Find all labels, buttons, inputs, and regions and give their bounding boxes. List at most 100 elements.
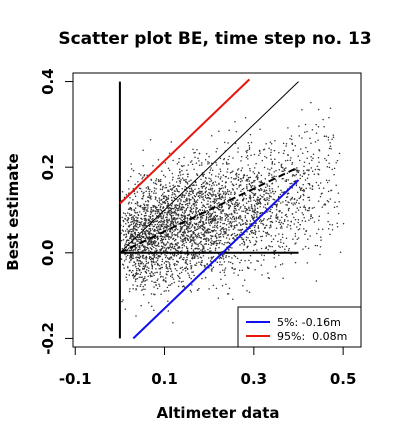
scatter-point [295, 173, 298, 176]
scatter-point [142, 165, 144, 167]
scatter-point [225, 216, 228, 219]
scatter-point [212, 284, 215, 287]
scatter-point [219, 256, 222, 259]
scatter-point [164, 249, 167, 252]
scatter-point [269, 245, 271, 248]
scatter-point [156, 220, 158, 223]
scatter-point [170, 257, 173, 259]
scatter-point [240, 160, 242, 162]
scatter-point [215, 215, 218, 218]
scatter-point [162, 174, 165, 177]
scatter-point [199, 217, 202, 219]
scatter-point [203, 214, 205, 216]
scatter-point [237, 203, 240, 206]
scatter-point [301, 220, 304, 222]
scatter-point [144, 279, 147, 282]
scatter-point [122, 225, 125, 228]
scatter-point [154, 198, 157, 200]
scatter-point [190, 198, 192, 201]
scatter-point [183, 256, 185, 259]
scatter-point [148, 194, 151, 196]
percentile-5-line [132, 179, 300, 340]
scatter-point [177, 253, 179, 256]
scatter-point [302, 183, 304, 186]
scatter-point [265, 143, 267, 145]
scatter-point [319, 253, 321, 256]
scatter-point [204, 159, 207, 161]
scatter-point [136, 258, 139, 261]
scatter-point [268, 188, 271, 190]
scatter-point [247, 212, 249, 215]
scatter-point [167, 300, 169, 302]
scatter-point [178, 177, 181, 179]
scatter-point [178, 272, 181, 275]
scatter-point [176, 204, 179, 207]
scatter-point [192, 184, 195, 186]
scatter-point [188, 213, 191, 215]
scatter-point [135, 278, 137, 280]
scatter-point [172, 322, 174, 324]
scatter-point [200, 243, 203, 246]
scatter-point [155, 248, 157, 250]
scatter-point [265, 156, 268, 159]
scatter-point [214, 211, 217, 214]
scatter-point [185, 266, 188, 268]
scatter-point [178, 246, 181, 248]
scatter-point [214, 214, 217, 217]
scatter-point [306, 157, 308, 159]
scatter-point [179, 277, 181, 280]
scatter-point [123, 260, 126, 262]
scatter-point [193, 218, 196, 220]
scatter-point [278, 233, 280, 235]
scatter-point [227, 214, 229, 216]
scatter-point [169, 214, 172, 216]
scatter-point [190, 238, 192, 241]
scatter-point [263, 259, 265, 261]
scatter-point [327, 220, 329, 223]
scatter-point [148, 238, 151, 241]
scatter-point [219, 168, 221, 170]
scatter-point [134, 207, 137, 209]
scatter-point [211, 162, 213, 164]
scatter-point [181, 258, 184, 260]
scatter-point [232, 157, 234, 159]
scatter-point [142, 208, 144, 211]
scatter-point [240, 169, 243, 172]
scatter-point [207, 238, 209, 240]
scatter-point [296, 199, 298, 202]
scatter-point [326, 200, 329, 202]
scatter-point [274, 158, 276, 160]
scatter-point [269, 169, 271, 171]
scatter-point [146, 266, 149, 268]
scatter-point [121, 216, 123, 219]
scatter-point [157, 257, 159, 260]
scatter-point [125, 235, 128, 238]
scatter-point [189, 207, 192, 209]
scatter-point [159, 227, 161, 229]
scatter-point [282, 277, 284, 280]
scatter-point [264, 155, 266, 158]
scatter-point [154, 196, 157, 198]
scatter-point [294, 232, 297, 235]
scatter-point [196, 228, 199, 230]
scatter-point [228, 287, 231, 289]
scatter-point [210, 250, 212, 252]
scatter-point [268, 227, 271, 229]
scatter-point [170, 220, 172, 223]
scatter-point [307, 238, 309, 240]
scatter-point [228, 229, 230, 231]
scatter-point [310, 101, 312, 104]
scatter-point [213, 218, 216, 221]
scatter-point [228, 204, 230, 207]
scatter-point [133, 209, 136, 212]
scatter-point [207, 221, 210, 223]
scatter-point [222, 269, 224, 272]
scatter-point [153, 244, 156, 246]
scatter-point [294, 261, 297, 264]
scatter-point [158, 268, 160, 270]
scatter-point [333, 173, 335, 176]
scatter-point [153, 190, 156, 192]
scatter-point [153, 205, 156, 207]
scatter-point [166, 220, 168, 223]
scatter-point [132, 277, 135, 279]
